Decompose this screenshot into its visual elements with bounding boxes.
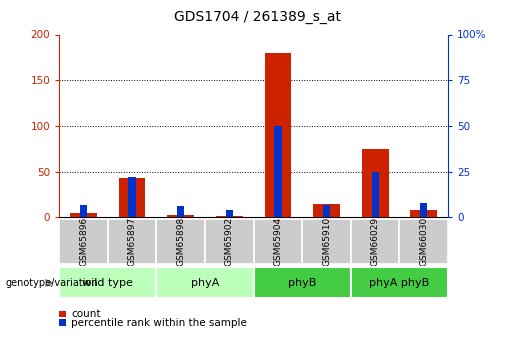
Text: GSM65896: GSM65896 xyxy=(79,217,88,266)
Bar xyxy=(302,219,351,264)
Bar xyxy=(265,53,291,217)
Bar xyxy=(400,219,448,264)
Bar xyxy=(410,210,437,217)
Text: GSM65910: GSM65910 xyxy=(322,217,331,266)
Bar xyxy=(313,204,340,217)
Bar xyxy=(253,219,302,264)
Bar xyxy=(362,149,388,217)
Text: GDS1704 / 261389_s_at: GDS1704 / 261389_s_at xyxy=(174,10,341,24)
Bar xyxy=(59,219,108,264)
Text: GSM65904: GSM65904 xyxy=(273,217,282,266)
Text: GSM65902: GSM65902 xyxy=(225,217,234,266)
Text: phyA: phyA xyxy=(191,278,219,288)
Bar xyxy=(253,267,351,298)
Bar xyxy=(420,203,427,217)
Text: phyA phyB: phyA phyB xyxy=(369,278,430,288)
Text: percentile rank within the sample: percentile rank within the sample xyxy=(71,318,247,327)
Bar xyxy=(351,267,448,298)
Text: phyB: phyB xyxy=(288,278,316,288)
Bar xyxy=(70,213,97,217)
Bar xyxy=(323,205,330,217)
Text: GSM65898: GSM65898 xyxy=(176,217,185,266)
Text: GSM66029: GSM66029 xyxy=(371,217,380,266)
Text: GSM66030: GSM66030 xyxy=(419,217,428,266)
Bar xyxy=(205,219,253,264)
Bar xyxy=(226,210,233,217)
Bar xyxy=(274,126,282,217)
Bar xyxy=(128,177,136,217)
Text: wild type: wild type xyxy=(82,278,133,288)
Bar xyxy=(157,219,205,264)
Bar xyxy=(119,178,146,217)
Bar xyxy=(59,267,157,298)
Text: GSM65897: GSM65897 xyxy=(128,217,136,266)
Bar xyxy=(167,215,194,217)
Bar xyxy=(351,219,400,264)
Bar xyxy=(157,267,253,298)
Bar xyxy=(108,219,157,264)
Bar xyxy=(80,205,87,217)
Bar xyxy=(216,216,243,217)
Text: genotype/variation: genotype/variation xyxy=(5,278,98,288)
Bar xyxy=(371,171,379,217)
Bar xyxy=(177,206,184,217)
Text: count: count xyxy=(71,309,100,319)
